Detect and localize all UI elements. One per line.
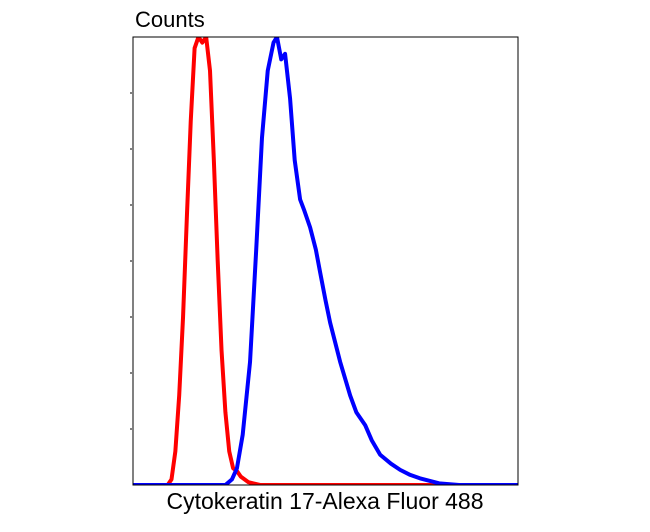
plot-frame: [132, 36, 519, 486]
chart-title: Counts: [135, 7, 205, 32]
data-line: [133, 37, 518, 485]
data-line: [133, 37, 518, 485]
x-axis-label: Cytokeratin 17-Alexa Fluor 488: [166, 488, 483, 514]
plot-area: [133, 37, 518, 485]
